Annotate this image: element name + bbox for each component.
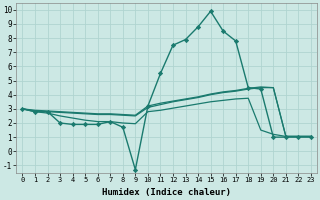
X-axis label: Humidex (Indice chaleur): Humidex (Indice chaleur): [102, 188, 231, 197]
